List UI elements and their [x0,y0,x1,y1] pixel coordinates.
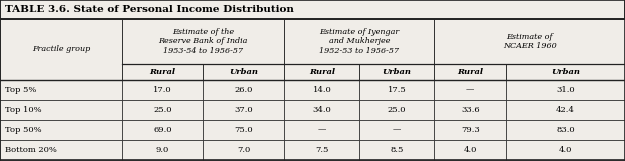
Bar [284,120,359,140]
Bar [122,64,203,80]
Text: 42.4: 42.4 [556,106,575,114]
Bar [506,100,625,120]
Bar [284,80,359,100]
Text: 69.0: 69.0 [153,126,172,134]
Text: 9.0: 9.0 [156,146,169,154]
Bar [506,80,625,100]
Bar [203,140,284,160]
Bar [434,64,506,80]
Text: 4.0: 4.0 [559,146,572,154]
Bar [434,140,506,160]
Bar [434,80,506,100]
Text: Rural: Rural [149,68,176,76]
Bar [434,19,625,64]
Text: 17.5: 17.5 [388,86,406,94]
Text: 25.0: 25.0 [388,106,406,114]
Bar [122,80,203,100]
Text: Estimate of Iyengar
and Mukherjee
1952-53 to 1956-57: Estimate of Iyengar and Mukherjee 1952-5… [319,28,399,55]
Text: Rural: Rural [458,68,483,76]
Text: Bottom 20%: Bottom 20% [5,146,57,154]
Text: 25.0: 25.0 [153,106,172,114]
Text: —: — [318,126,326,134]
Text: 14.0: 14.0 [312,86,331,94]
Bar [434,100,506,120]
Text: 26.0: 26.0 [234,86,253,94]
Text: 79.3: 79.3 [461,126,480,134]
Bar [506,64,625,80]
Text: Top 10%: Top 10% [5,106,42,114]
Text: 33.6: 33.6 [461,106,479,114]
Text: 17.0: 17.0 [153,86,172,94]
Bar [0,19,122,80]
Text: Fractile group: Fractile group [32,45,90,53]
Bar [284,64,359,80]
Bar [122,140,203,160]
Text: 31.0: 31.0 [556,86,575,94]
Bar [284,19,434,64]
Text: 83.0: 83.0 [556,126,575,134]
Text: 4.0: 4.0 [464,146,477,154]
Bar [0,140,122,160]
Text: 34.0: 34.0 [312,106,331,114]
Bar [284,100,359,120]
Bar [284,140,359,160]
Text: TABLE 3.6. State of Personal Income Distribution: TABLE 3.6. State of Personal Income Dist… [5,5,294,14]
Bar [359,80,434,100]
Bar [0,100,122,120]
Text: 7.0: 7.0 [237,146,251,154]
Text: Rural: Rural [309,68,335,76]
Bar [434,120,506,140]
Bar [0,0,625,19]
Text: 7.5: 7.5 [315,146,329,154]
Bar [203,120,284,140]
Text: Estimate of
NCAER 1960: Estimate of NCAER 1960 [503,33,557,50]
Bar [203,64,284,80]
Text: Top 5%: Top 5% [5,86,36,94]
Text: 8.5: 8.5 [390,146,404,154]
Bar [506,120,625,140]
Bar [359,64,434,80]
Bar [122,19,284,64]
Text: —: — [392,126,401,134]
Bar [0,120,122,140]
Bar [359,140,434,160]
Bar [0,80,122,100]
Bar [506,140,625,160]
Text: Urban: Urban [229,68,258,76]
Text: 37.0: 37.0 [234,106,253,114]
Text: Urban: Urban [382,68,411,76]
Bar [122,120,203,140]
Text: Top 50%: Top 50% [5,126,42,134]
Bar [203,100,284,120]
Text: Urban: Urban [551,68,580,76]
Text: —: — [466,86,474,94]
Bar [203,80,284,100]
Text: 75.0: 75.0 [234,126,253,134]
Bar [359,120,434,140]
Bar [122,100,203,120]
Text: Estimate of the
Reserve Bank of India
1953-54 to 1956-57: Estimate of the Reserve Bank of India 19… [159,28,248,55]
Bar [359,100,434,120]
